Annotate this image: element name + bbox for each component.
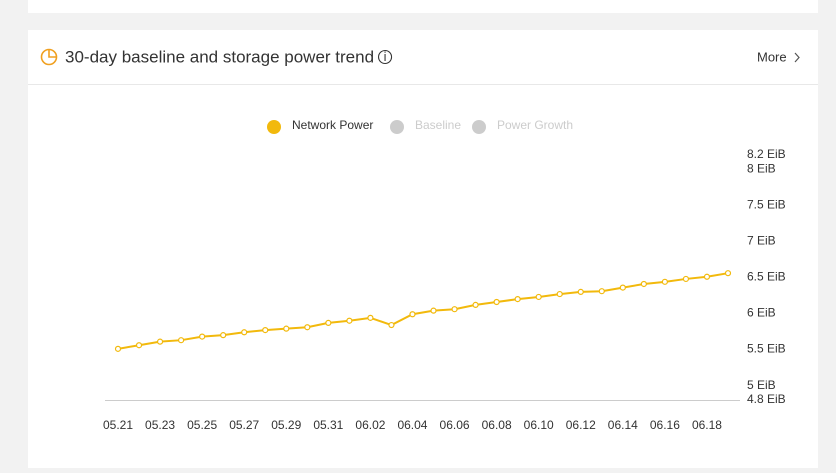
x-tick-label: 05.29 [271,418,301,432]
point [493,298,500,306]
pie-icon [40,48,58,66]
point [661,278,668,285]
point [577,288,584,296]
point [367,314,374,321]
point [114,345,122,352]
y-tick-label: 7 EiB [747,234,776,248]
top-card [28,0,818,13]
legend-swatch[interactable] [472,120,486,134]
point [304,324,311,331]
more-chevron[interactable] [794,52,800,63]
point [135,342,143,349]
point [640,280,647,288]
x-tick-label: 06.10 [524,418,554,432]
point [451,306,458,313]
y-tick-label: 8.2 EiB [747,147,786,161]
point [514,296,521,303]
legend-label[interactable]: Baseline [415,118,461,132]
y-tick-label: 5 EiB [747,378,776,392]
point [535,293,542,301]
y-tick-label: 6 EiB [747,306,776,320]
y-tick-label: 5.5 EiB [747,342,786,356]
x-tick-label: 05.27 [229,418,259,432]
point [199,333,206,340]
point [682,275,690,283]
chart-card [28,30,818,468]
point [156,338,164,345]
line [117,272,729,350]
point [283,325,290,332]
point [430,307,437,314]
x-tick-label: 06.04 [397,418,427,432]
point [598,288,605,295]
legend-label[interactable]: Power Growth [497,118,573,132]
y-tick-label: 8 EiB [747,162,776,176]
y-tick-label: 4.8 EiB [747,392,786,406]
y-tick-label: 6.5 EiB [747,270,786,284]
x-tick-label: 05.25 [187,418,217,432]
x-tick-label: 06.14 [608,418,638,432]
legend-swatch[interactable] [390,120,404,134]
x-tick-label: 06.12 [566,418,596,432]
x-tick-label: 06.06 [440,418,470,432]
point [619,284,626,291]
point [241,329,248,336]
point [346,317,353,324]
point [472,301,479,308]
legend-swatch[interactable] [267,120,281,134]
point [703,273,711,280]
point [325,319,332,326]
more-link[interactable]: More [757,49,787,64]
legend-label[interactable]: Network Power [292,118,373,132]
point [388,321,395,329]
x-tick-label: 06.16 [650,418,680,432]
x-tick-label: 05.23 [145,418,175,432]
y-tick-label: 7.5 EiB [747,198,786,212]
point [409,311,416,318]
x-tick-label: 05.21 [103,418,133,432]
card-title: 30-day baseline and storage power trend [65,47,374,66]
x-tick-label: 05.31 [313,418,343,432]
x-tick-label: 06.02 [355,418,385,432]
point [262,327,269,334]
x-tick-label: 06.18 [692,418,722,432]
x-tick-label: 06.08 [482,418,512,432]
point [724,270,732,277]
point [178,337,185,344]
point [220,332,227,339]
point [556,290,563,298]
info-icon[interactable] [377,49,393,65]
